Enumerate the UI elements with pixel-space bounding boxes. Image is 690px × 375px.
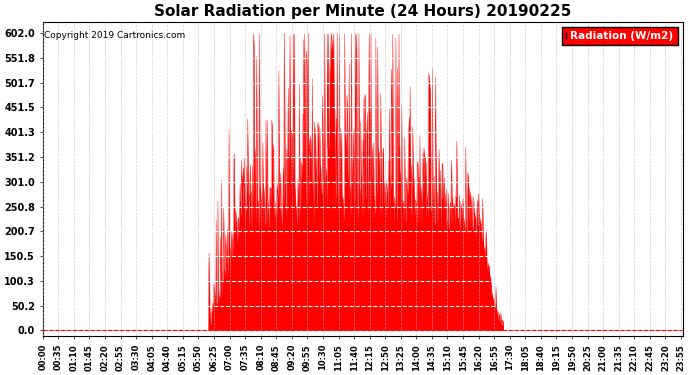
Title: Solar Radiation per Minute (24 Hours) 20190225: Solar Radiation per Minute (24 Hours) 20… [154,4,571,19]
Legend: Radiation (W/m2): Radiation (W/m2) [562,27,678,45]
Text: Copyright 2019 Cartronics.com: Copyright 2019 Cartronics.com [44,31,185,40]
